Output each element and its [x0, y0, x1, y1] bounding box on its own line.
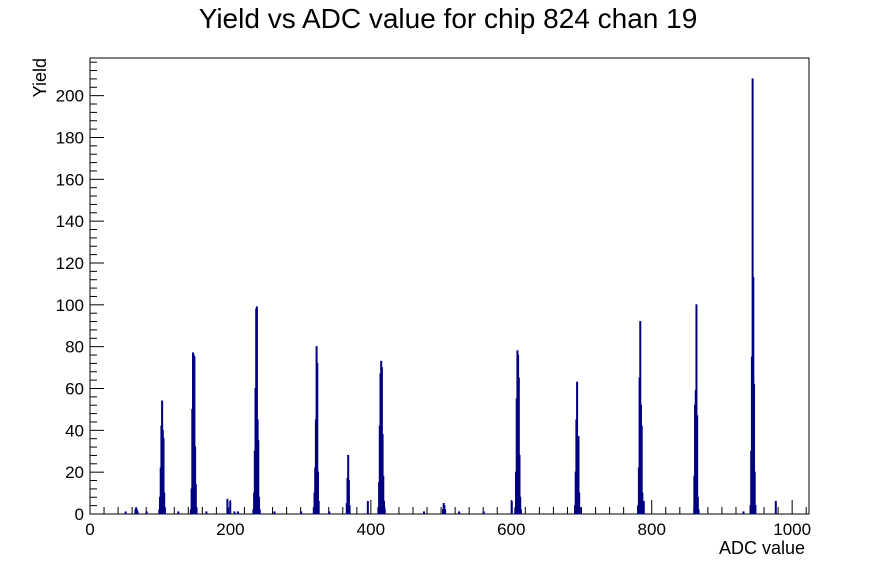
histogram-bin [510, 500, 513, 515]
histogram-bin [366, 500, 369, 515]
y-tick-label: 60 [65, 379, 84, 398]
y-axis-label: Yield [30, 58, 50, 97]
histogram-bin [444, 509, 447, 515]
chart-title: Yield vs ADC value for chip 824 chan 19 [199, 3, 698, 34]
histogram-bin [205, 511, 208, 515]
histogram-bin [423, 511, 426, 515]
histogram-bin [177, 511, 180, 515]
histogram-bin [258, 509, 261, 515]
histogram-bin [328, 511, 331, 515]
x-tick-label: 0 [85, 520, 94, 539]
x-tick-label: 200 [216, 520, 244, 539]
y-tick-label: 0 [75, 505, 84, 524]
y-tick-label: 200 [56, 87, 84, 106]
y-tick-label: 140 [56, 212, 84, 231]
histogram-bin [229, 500, 232, 515]
x-tick-label: 800 [638, 520, 666, 539]
x-tick-label: 600 [497, 520, 525, 539]
histogram-bin [300, 511, 303, 515]
x-axis-label: ADC value [719, 538, 805, 558]
x-tick-label: 400 [357, 520, 385, 539]
histogram-bin [642, 500, 645, 515]
histogram-bin [348, 505, 351, 515]
histogram-bin [383, 509, 386, 515]
histogram-bin [754, 505, 757, 515]
histogram-bin [163, 507, 166, 515]
histogram-bin [578, 507, 581, 515]
histogram-bin [742, 511, 745, 515]
histogram-bin [124, 511, 127, 515]
histogram-bin [774, 500, 777, 515]
y-tick-label: 120 [56, 254, 84, 273]
y-tick-label: 40 [65, 421, 84, 440]
y-tick-label: 180 [56, 128, 84, 147]
histogram-bin [136, 511, 139, 515]
plot-frame-border [89, 57, 810, 515]
histogram-bin [697, 509, 700, 515]
y-tick-label: 100 [56, 296, 84, 315]
y-tick-label: 80 [65, 338, 84, 357]
plot-frame [89, 57, 810, 515]
histogram-bin [482, 511, 485, 515]
histogram-bin [145, 511, 148, 515]
histogram-bin [458, 511, 461, 515]
histogram-bin [236, 511, 239, 515]
histogram-bin [233, 511, 236, 515]
histogram-bin [227, 507, 230, 515]
x-tick-label: 1000 [773, 520, 811, 539]
y-tick-label: 160 [56, 170, 84, 189]
histogram-bin [317, 500, 320, 515]
histogram-bin [273, 511, 276, 515]
x-axis-ticks: 0 200 400 600 800 1000 [85, 500, 811, 539]
histogram-bin [195, 507, 198, 515]
histogram-bin [519, 509, 522, 515]
y-tick-label: 20 [65, 463, 84, 482]
histogram-bins [124, 78, 777, 515]
y-axis-ticks: 0 20 40 60 80 100 120 140 160 180 200 [56, 61, 104, 524]
